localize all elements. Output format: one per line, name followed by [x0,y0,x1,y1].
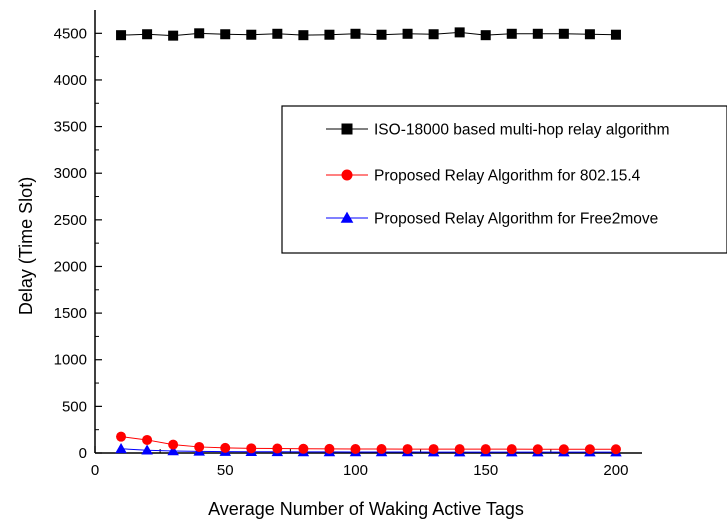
series-3-line [121,448,616,453]
y-tick-label-4500: 4500 [54,25,87,42]
series-1-point [298,30,309,41]
series-2-point [454,444,465,455]
series-2-point [194,441,205,452]
series-1-point [428,29,439,40]
series-2-point [558,444,569,455]
series-2-point [584,444,595,455]
series-1-point [610,29,621,40]
series-1-point [194,28,205,39]
series-1-point [532,28,543,39]
x-axis-title: Average Number of Waking Active Tags [208,499,524,519]
legend: ISO-18000 based multi-hop relay algorith… [281,105,727,254]
series-2-point [116,431,127,442]
series-2-point [532,444,543,455]
series-1-point [480,30,491,41]
series-2-point [428,444,439,455]
series-1-point [376,29,387,40]
series-1-point [272,28,283,39]
series-1-point [116,30,127,41]
y-tick-label-2000: 2000 [54,258,87,275]
series-2-point [480,444,491,455]
series-layer [115,27,622,457]
legend-label-2: Proposed Relay Algorithm for 802.15.4 [374,168,641,185]
series-2-point [168,439,179,450]
series-1-point [220,29,231,40]
series-1-point [454,27,465,38]
x-tick-label-200: 200 [603,462,628,479]
x-tick-label-0: 0 [91,462,99,479]
y-tick-label-1000: 1000 [54,352,87,369]
series-2-point [376,443,387,454]
y-tick-label-1500: 1500 [54,305,87,322]
axes: 0 500 1000 1500 2000 2500 3000 3500 4000 4500 0 50 1… [54,10,642,479]
series-2-point [610,444,621,455]
series-3-point [167,445,179,456]
series-2-point [220,442,231,453]
series-2-point [324,443,335,454]
y-axis-title: Delay (Time Slot) [16,177,36,315]
series-1-point [402,28,413,39]
y-tick-label-500: 500 [62,398,87,415]
legend-swatch-marker-1 [341,123,353,135]
series-3-point [141,444,153,455]
series-3-point [115,443,127,454]
y-tick-label-4000: 4000 [54,72,87,89]
series-2 [116,431,621,455]
series-1-point [324,29,335,40]
series-1-point [142,29,153,40]
series-2-point [506,444,517,455]
x-tick-label-50: 50 [217,462,234,479]
y-tick-label-3000: 3000 [54,165,87,182]
y-tick-label-3500: 3500 [54,119,87,136]
legend-swatch-marker-3 [340,211,354,223]
series-1 [116,27,621,41]
series-1-point [168,30,179,41]
legend-label-1: ISO-18000 based multi-hop relay algorith… [374,122,670,139]
x-tick-label-100: 100 [343,462,368,479]
legend-box [281,105,727,254]
legend-label-3: Proposed Relay Algorithm for Free2move [374,211,658,228]
series-2-point [402,444,413,455]
series-2-point [272,443,283,454]
series-2-point [298,443,309,454]
y-tick-label-0: 0 [79,445,87,462]
series-1-point [350,28,361,39]
series-2-point [246,443,257,454]
y-tick-label-2500: 2500 [54,212,87,229]
series-1-point [246,29,257,40]
x-tick-label-150: 150 [473,462,498,479]
series-2-point [142,434,153,445]
series-1-point [506,28,517,39]
series-2-point [350,443,361,454]
series-1-point [584,29,595,40]
legend-swatch-marker-2 [341,169,353,181]
series-1-point [558,28,569,39]
